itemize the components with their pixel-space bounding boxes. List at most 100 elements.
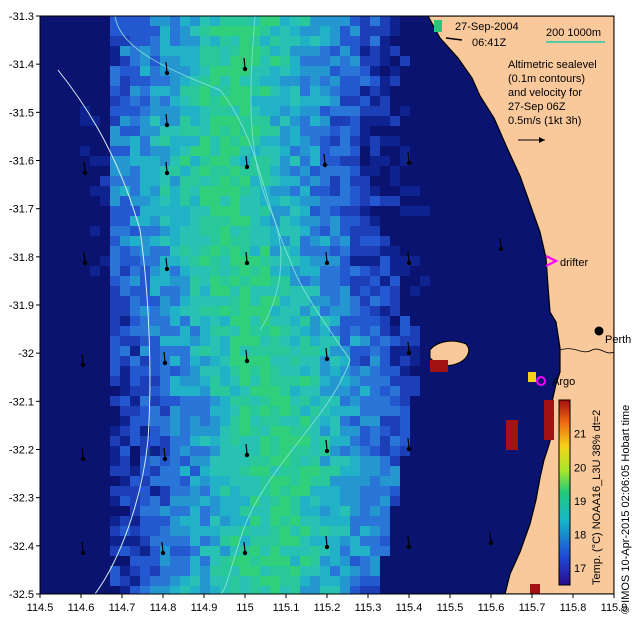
x-tick-label: 114.6	[68, 602, 95, 614]
velocity-arrowhead	[164, 70, 170, 76]
velocity-arrowhead	[164, 266, 170, 272]
credit-line: © IMOS 10-Apr-2015 02:06:05 Hobart time	[620, 405, 632, 614]
latitude-axis: -31.3 -31.4 -31.5 -31.6 -31.7 -31.8 -31.9 -32 -3…	[9, 11, 40, 601]
y-tick-label: -32	[18, 348, 34, 360]
isobath-1000m	[57, 69, 151, 594]
velocity-arrow	[165, 113, 168, 125]
velocity-arrow	[407, 251, 410, 263]
velocity-arrow	[407, 341, 410, 353]
island-marker	[430, 360, 448, 372]
y-tick-label: -31.3	[9, 11, 34, 23]
y-tick-label: -31.9	[9, 300, 34, 312]
sealevel-note-4: 27-Sep 06Z	[508, 101, 566, 113]
colorbar-tick-label: 21	[574, 429, 586, 441]
velocity-arrowhead	[242, 550, 248, 556]
coast-marker-b	[544, 400, 554, 440]
velocity-arrowhead	[322, 162, 328, 168]
velocity-arrow	[407, 151, 410, 163]
x-tick-label: 114.5	[27, 602, 54, 614]
y-tick-label: -31.4	[9, 59, 34, 71]
coast-marker-d	[528, 372, 536, 382]
x-tick-label: 115	[236, 602, 254, 614]
velocity-arrow	[489, 531, 492, 543]
coast-marker-c	[530, 584, 540, 594]
velocity-arrow	[407, 535, 410, 547]
velocity-arrowhead	[80, 456, 86, 462]
isobath-label: 200 1000m	[546, 27, 601, 39]
datetime-arrow	[445, 37, 463, 41]
y-tick-label: -32.3	[9, 493, 34, 505]
swan-river	[559, 348, 614, 354]
y-tick-label: -31.7	[9, 204, 34, 216]
velocity-arrow	[245, 443, 248, 455]
x-tick-label: 115.9	[601, 602, 628, 614]
velocity-arrows	[80, 57, 504, 556]
velocity-arrow	[325, 535, 328, 547]
coast-marker-e	[434, 20, 442, 32]
velocity-arrowhead	[82, 170, 88, 176]
velocity-arrow	[83, 251, 86, 263]
velocity-arrowhead	[160, 550, 166, 556]
x-tick-label: 115.1	[273, 602, 300, 614]
velocity-arrowhead	[324, 356, 330, 362]
longitude-axis: 114.5 114.6 114.7 114.8 114.9 115 115.1 115.2 11…	[27, 594, 628, 614]
velocity-arrow	[245, 251, 248, 263]
sst-field	[40, 16, 614, 594]
velocity-arrowhead	[244, 164, 250, 170]
velocity-arrowhead	[80, 550, 86, 556]
velocity-arrow	[325, 251, 328, 263]
x-tick-label: 115.2	[314, 602, 341, 614]
x-tick-label: 115.3	[355, 602, 382, 614]
velocity-arrowhead	[406, 160, 412, 166]
velocity-arrowhead	[406, 350, 412, 356]
y-tick-label: -32.2	[9, 445, 34, 457]
datetime-line2: 06:41Z	[472, 37, 507, 49]
velocity-arrowhead	[498, 246, 504, 252]
y-tick-label: -31.5	[9, 107, 34, 119]
drifter-marker	[545, 255, 559, 267]
x-tick-label: 114.8	[150, 602, 177, 614]
x-tick-label: 115.5	[437, 602, 464, 614]
velocity-arrowhead	[244, 358, 250, 364]
velocity-arrow	[81, 541, 84, 553]
drifter-label: drifter	[560, 257, 588, 269]
colorbar-tick-label: 17	[574, 563, 586, 575]
velocity-arrowhead	[488, 540, 494, 546]
velocity-arrow	[245, 155, 248, 167]
velocity-scale-arrowhead	[539, 137, 545, 143]
velocity-arrowhead	[406, 446, 412, 452]
isobath-200m	[114, 16, 351, 594]
velocity-arrowhead	[162, 456, 168, 462]
velocity-arrow	[325, 439, 328, 451]
x-tick-label: 115.7	[519, 602, 546, 614]
sealevel-note-3: and velocity for	[508, 87, 582, 99]
velocity-arrowhead	[406, 544, 412, 550]
velocity-arrowhead	[324, 260, 330, 266]
velocity-arrowhead	[242, 66, 248, 72]
velocity-arrow	[81, 447, 84, 459]
velocity-arrow	[165, 257, 168, 269]
datetime-line1: 27-Sep-2004	[455, 21, 519, 33]
velocity-arrowhead	[324, 448, 330, 454]
colorbar-tick-label: 20	[574, 462, 586, 474]
velocity-arrow	[165, 161, 168, 173]
coast-marker-a	[506, 420, 518, 450]
velocity-arrowhead	[244, 452, 250, 458]
velocity-arrow	[323, 153, 326, 165]
velocity-arrow	[243, 57, 246, 69]
velocity-arrow	[407, 437, 410, 449]
colorbar-tick-label: 19	[574, 496, 586, 508]
velocity-arrowhead	[244, 260, 250, 266]
velocity-arrow	[245, 349, 248, 361]
velocity-arrow	[161, 541, 164, 553]
x-tick-label: 114.9	[191, 602, 218, 614]
perth-label: Perth	[605, 334, 631, 346]
isobath-contours	[57, 16, 351, 594]
x-tick-label: 115.8	[560, 602, 587, 614]
y-tick-label: -31.8	[9, 252, 34, 264]
velocity-arrow	[499, 237, 502, 249]
velocity-arrowhead	[80, 362, 86, 368]
colorbar-label: Temp. (°C) NOAA16_L3U 38% dt=2	[591, 410, 603, 585]
velocity-arrow	[243, 541, 246, 553]
